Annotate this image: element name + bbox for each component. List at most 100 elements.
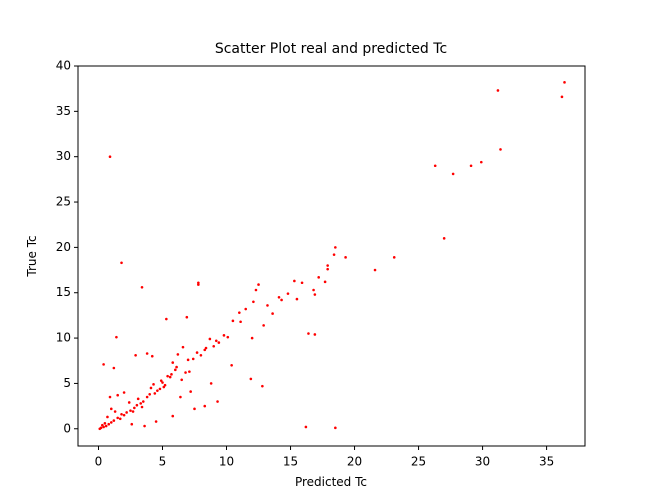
point — [139, 402, 143, 405]
y-tick-label: 10 — [56, 331, 71, 345]
point — [277, 295, 281, 299]
point — [159, 379, 163, 383]
point — [252, 300, 255, 304]
point — [116, 393, 119, 397]
point — [163, 383, 167, 387]
point — [230, 363, 233, 367]
point — [141, 400, 145, 403]
point — [271, 312, 274, 315]
point — [231, 319, 235, 323]
point — [313, 293, 317, 296]
point — [149, 386, 153, 390]
point — [199, 354, 203, 357]
point — [140, 405, 144, 409]
point — [293, 279, 296, 283]
point — [143, 424, 146, 428]
point — [334, 426, 337, 430]
point — [244, 307, 248, 311]
point — [479, 160, 483, 164]
point — [153, 392, 157, 395]
point — [161, 381, 164, 384]
point — [168, 375, 172, 379]
point — [326, 264, 329, 267]
point — [162, 385, 166, 389]
point — [101, 423, 104, 427]
point — [295, 297, 299, 301]
y-tick-label: 40 — [56, 59, 71, 73]
point — [209, 382, 213, 385]
point — [323, 280, 327, 284]
point — [156, 389, 159, 392]
point — [212, 344, 216, 348]
point — [373, 268, 377, 272]
point — [135, 403, 139, 407]
point — [261, 384, 264, 388]
y-tick-label: 15 — [56, 285, 71, 299]
point — [334, 246, 337, 249]
x-axis-label: Predicted Tc — [295, 475, 367, 489]
point — [131, 410, 135, 413]
point — [222, 334, 226, 337]
point — [254, 288, 258, 292]
point — [442, 237, 446, 240]
point — [563, 81, 566, 84]
point — [344, 256, 347, 259]
point — [332, 253, 336, 256]
point — [214, 339, 218, 343]
x-tick-label: 10 — [219, 455, 234, 469]
point — [148, 393, 151, 396]
point — [300, 281, 304, 285]
point — [109, 421, 113, 424]
point — [176, 353, 180, 356]
point — [140, 285, 144, 289]
y-tick-label: 5 — [63, 376, 71, 390]
point — [216, 400, 219, 403]
point — [129, 409, 132, 412]
point — [208, 337, 212, 341]
point — [203, 404, 207, 408]
plot-frame — [77, 65, 586, 447]
point — [560, 95, 564, 99]
point — [127, 401, 131, 404]
point — [130, 422, 134, 426]
point — [181, 345, 185, 349]
point — [109, 407, 113, 411]
point — [250, 336, 254, 340]
point — [433, 164, 437, 168]
point — [174, 368, 177, 372]
point — [203, 348, 207, 352]
point — [120, 412, 123, 416]
y-tick-label: 35 — [56, 104, 71, 118]
point — [112, 366, 116, 370]
point — [188, 370, 191, 373]
point — [170, 373, 173, 376]
point — [122, 391, 126, 394]
point — [154, 420, 158, 423]
point — [280, 298, 283, 302]
point — [197, 283, 200, 286]
point — [317, 276, 320, 279]
x-tick-label: 25 — [411, 455, 426, 469]
point — [496, 89, 500, 92]
point — [180, 378, 184, 382]
point — [102, 425, 105, 429]
point — [152, 383, 155, 386]
x-tick-label: 30 — [475, 455, 490, 469]
point — [150, 354, 154, 358]
chart-title: Scatter Plot real and predicted Tc — [215, 41, 447, 57]
point — [158, 387, 162, 391]
point — [104, 424, 108, 428]
x-tick-label: 20 — [347, 455, 362, 469]
point — [193, 407, 196, 411]
point — [304, 425, 308, 429]
point — [108, 155, 112, 158]
point — [166, 374, 169, 378]
x-tick-label: 0 — [95, 455, 103, 469]
x-tick-label: 35 — [539, 455, 554, 469]
point — [107, 422, 111, 426]
point — [307, 332, 310, 335]
point — [102, 363, 105, 366]
point — [145, 395, 149, 399]
point — [195, 351, 199, 354]
